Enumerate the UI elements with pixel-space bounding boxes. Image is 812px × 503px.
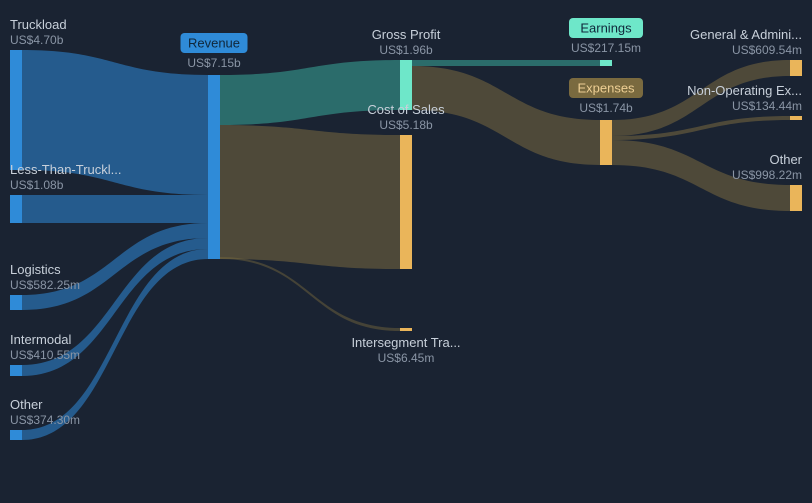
node-ga xyxy=(790,60,802,76)
node-intermodal xyxy=(10,365,22,376)
value-ga: US$609.54m xyxy=(732,43,802,57)
value-ltl: US$1.08b xyxy=(10,178,64,192)
node-expenses xyxy=(600,120,612,165)
node-nonop xyxy=(790,116,802,120)
value-revenue: US$7.15b xyxy=(187,56,241,70)
value-earnings: US$217.15m xyxy=(571,41,641,55)
label-other_in: Other xyxy=(10,397,43,412)
label-revenue: Revenue xyxy=(188,36,240,51)
label-truckload: Truckload xyxy=(10,17,67,32)
label-interseg: Intersegment Tra... xyxy=(351,335,460,350)
link-gross-earnings xyxy=(412,60,600,66)
value-gross: US$1.96b xyxy=(379,43,433,57)
node-revenue xyxy=(208,75,220,259)
label-ga: General & Admini... xyxy=(690,27,802,42)
node-truckload xyxy=(10,50,22,170)
node-logistics xyxy=(10,295,22,310)
node-interseg xyxy=(400,328,412,331)
label-cos: Cost of Sales xyxy=(367,102,445,117)
value-expenses: US$1.74b xyxy=(579,101,633,115)
value-intermodal: US$410.55m xyxy=(10,348,80,362)
node-ltl xyxy=(10,195,22,223)
node-other_in xyxy=(10,430,22,440)
node-cos xyxy=(400,135,412,269)
value-cos: US$5.18b xyxy=(379,118,433,132)
value-logistics: US$582.25m xyxy=(10,278,80,292)
node-other_out xyxy=(790,185,802,211)
value-other_out: US$998.22m xyxy=(732,168,802,182)
node-earnings xyxy=(600,60,612,66)
label-logistics: Logistics xyxy=(10,262,61,277)
link-ltl-revenue xyxy=(22,195,208,223)
value-other_in: US$374.30m xyxy=(10,413,80,427)
label-other_out: Other xyxy=(769,152,802,167)
label-gross: Gross Profit xyxy=(372,27,441,42)
link-revenue-cos xyxy=(220,125,400,269)
label-ltl: Less-Than-Truckl... xyxy=(10,162,122,177)
label-expenses: Expenses xyxy=(577,81,635,96)
label-intermodal: Intermodal xyxy=(10,332,72,347)
label-nonop: Non-Operating Ex... xyxy=(687,83,802,98)
sankey-chart: TruckloadUS$4.70bLess-Than-Truckl...US$1… xyxy=(0,0,812,503)
value-nonop: US$134.44m xyxy=(732,99,802,113)
label-earnings: Earnings xyxy=(580,21,632,36)
value-interseg: US$6.45m xyxy=(378,351,435,365)
value-truckload: US$4.70b xyxy=(10,33,64,47)
